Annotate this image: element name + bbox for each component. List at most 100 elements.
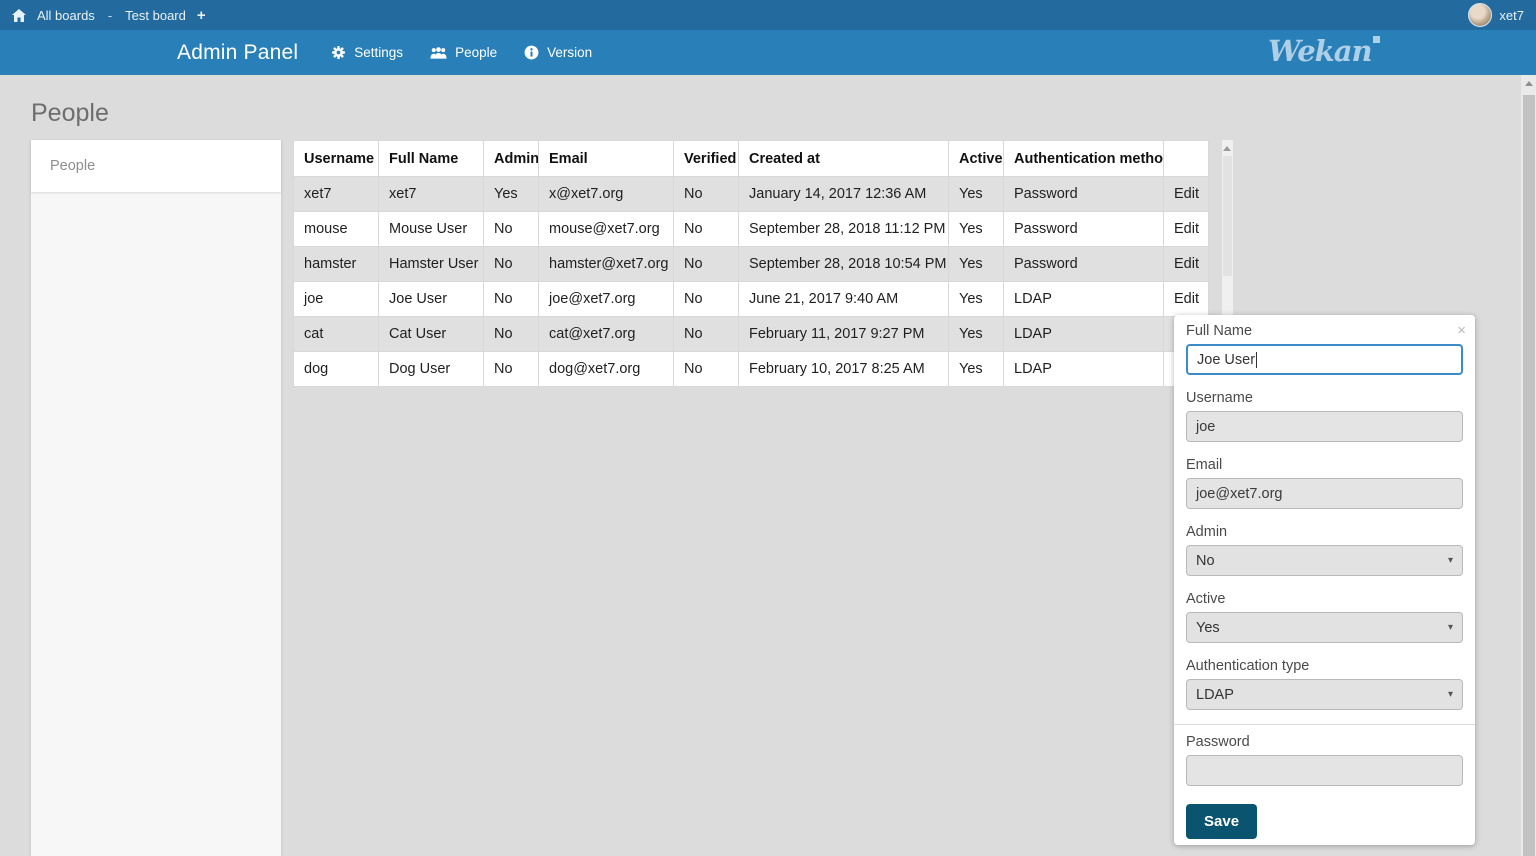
cell-auth-method: LDAP bbox=[1003, 281, 1164, 317]
cell-verified: No bbox=[673, 316, 739, 352]
menu-item-version[interactable]: Version bbox=[524, 45, 592, 60]
cell-admin: No bbox=[483, 351, 539, 387]
username-label: Username bbox=[1186, 390, 1253, 406]
cell-verified: No bbox=[673, 176, 739, 212]
cell-admin: No bbox=[483, 211, 539, 247]
full-name-input[interactable]: Joe User bbox=[1186, 344, 1463, 375]
menu-item-label: Version bbox=[547, 45, 593, 60]
cell-full-name: Mouse User bbox=[378, 211, 484, 247]
cell-full-name: Cat User bbox=[378, 316, 484, 352]
cell-admin: No bbox=[483, 316, 539, 352]
sidebar-item-people[interactable]: People bbox=[31, 140, 281, 192]
menu-item-label: Settings bbox=[354, 45, 404, 60]
cell-active: Yes bbox=[948, 351, 1004, 387]
cell-email: cat@xet7.org bbox=[538, 316, 674, 352]
cell-auth-method: Password bbox=[1003, 176, 1164, 212]
cell-edit: Edit bbox=[1163, 176, 1209, 212]
cell-verified: No bbox=[673, 351, 739, 387]
admin-menu: Settings People Version bbox=[331, 45, 592, 60]
table-scrollbar[interactable] bbox=[1222, 140, 1233, 386]
page-scrollbar-thumb[interactable] bbox=[1523, 95, 1535, 856]
cell-username: dog bbox=[293, 351, 379, 387]
menu-item-label: People bbox=[455, 45, 498, 60]
cell-full-name: Joe User bbox=[378, 281, 484, 317]
cell-edit: Edit bbox=[1163, 281, 1209, 317]
cell-admin: No bbox=[483, 281, 539, 317]
cell-username: hamster bbox=[293, 246, 379, 282]
scroll-up-icon[interactable] bbox=[1524, 81, 1533, 86]
close-icon[interactable]: × bbox=[1457, 322, 1466, 339]
page-scrollbar[interactable] bbox=[1521, 75, 1536, 856]
cell-auth-method: LDAP bbox=[1003, 351, 1164, 387]
menu-item-settings[interactable]: Settings bbox=[331, 45, 403, 60]
add-board-icon[interactable]: + bbox=[196, 6, 206, 24]
settings-sidebar: People bbox=[31, 140, 281, 856]
popup-divider bbox=[1174, 724, 1475, 725]
all-boards-link[interactable]: All boards bbox=[37, 7, 95, 23]
edit-user-popup: × Full Name Joe User Username joe Email … bbox=[1174, 315, 1475, 845]
cell-username: joe bbox=[293, 281, 379, 317]
edit-link[interactable]: Edit bbox=[1174, 291, 1199, 307]
board-link[interactable]: Test board bbox=[125, 7, 186, 23]
email-input: joe@xet7.org bbox=[1186, 478, 1463, 509]
active-label: Active bbox=[1186, 591, 1226, 607]
cell-created-at: June 21, 2017 9:40 AM bbox=[738, 281, 949, 317]
cell-active: Yes bbox=[948, 176, 1004, 212]
header-active: Active bbox=[948, 140, 1004, 177]
admin-select[interactable]: No ▾ bbox=[1186, 545, 1463, 576]
cell-auth-method: Password bbox=[1003, 246, 1164, 282]
admin-nav-bar: Admin Panel Settings bbox=[0, 30, 1536, 75]
gear-icon bbox=[331, 45, 346, 60]
save-button[interactable]: Save bbox=[1186, 804, 1258, 839]
auth-type-select[interactable]: LDAP ▾ bbox=[1186, 679, 1463, 710]
cell-created-at: September 28, 2018 10:54 PM bbox=[738, 246, 949, 282]
cell-auth-method: LDAP bbox=[1003, 316, 1164, 352]
header-verified: Verified bbox=[673, 140, 739, 177]
active-select[interactable]: Yes ▾ bbox=[1186, 612, 1463, 643]
chevron-down-icon: ▾ bbox=[1447, 622, 1453, 633]
scroll-up-icon[interactable] bbox=[1223, 146, 1231, 151]
cell-verified: No bbox=[673, 281, 739, 317]
cell-active: Yes bbox=[948, 316, 1004, 352]
chevron-down-icon: ▾ bbox=[1447, 689, 1453, 700]
header-created-at: Created at bbox=[738, 140, 949, 177]
header-username: Username bbox=[293, 140, 379, 177]
cell-created-at: February 11, 2017 9:27 PM bbox=[738, 316, 949, 352]
table-header-row: Username Full Name Admin Email Verified … bbox=[293, 140, 1209, 177]
table-row: hamster Hamster User No hamster@xet7.org… bbox=[293, 246, 1209, 282]
user-menu[interactable]: xet7 bbox=[1468, 3, 1524, 27]
full-name-label: Full Name bbox=[1186, 323, 1253, 339]
people-table: Username Full Name Admin Email Verified … bbox=[293, 140, 1209, 387]
header-admin: Admin bbox=[483, 140, 539, 177]
wekan-logo: Wekan bbox=[1268, 34, 1380, 72]
full-name-value: Joe User bbox=[1197, 351, 1256, 368]
password-label: Password bbox=[1186, 734, 1250, 750]
home-icon[interactable] bbox=[12, 8, 26, 22]
cell-edit: Edit bbox=[1163, 211, 1209, 247]
user-name: xet7 bbox=[1499, 7, 1524, 23]
page-title: Admin Panel bbox=[177, 40, 299, 64]
cell-email: hamster@xet7.org bbox=[538, 246, 674, 282]
cell-verified: No bbox=[673, 246, 739, 282]
people-icon bbox=[430, 46, 447, 60]
edit-link[interactable]: Edit bbox=[1174, 221, 1199, 237]
info-icon bbox=[524, 45, 539, 60]
cell-full-name: Hamster User bbox=[378, 246, 484, 282]
cell-verified: No bbox=[673, 211, 739, 247]
cell-username: xet7 bbox=[293, 176, 379, 212]
edit-link[interactable]: Edit bbox=[1174, 186, 1199, 202]
header-email: Email bbox=[538, 140, 674, 177]
auth-type-label: Authentication type bbox=[1186, 658, 1310, 674]
table-scrollbar-thumb[interactable] bbox=[1223, 156, 1232, 276]
header-actions bbox=[1163, 140, 1209, 177]
cell-active: Yes bbox=[948, 281, 1004, 317]
user-avatar[interactable] bbox=[1468, 3, 1493, 27]
breadcrumb: All boards - Test board + bbox=[12, 8, 206, 23]
top-header-bar: All boards - Test board + xet7 bbox=[0, 0, 1536, 30]
edit-link[interactable]: Edit bbox=[1174, 256, 1199, 272]
menu-item-people[interactable]: People bbox=[430, 45, 497, 60]
header-full-name: Full Name bbox=[378, 140, 484, 177]
table-row: dog Dog User No dog@xet7.org No February… bbox=[293, 351, 1209, 387]
cell-full-name: Dog User bbox=[378, 351, 484, 387]
password-input[interactable] bbox=[1186, 755, 1463, 786]
